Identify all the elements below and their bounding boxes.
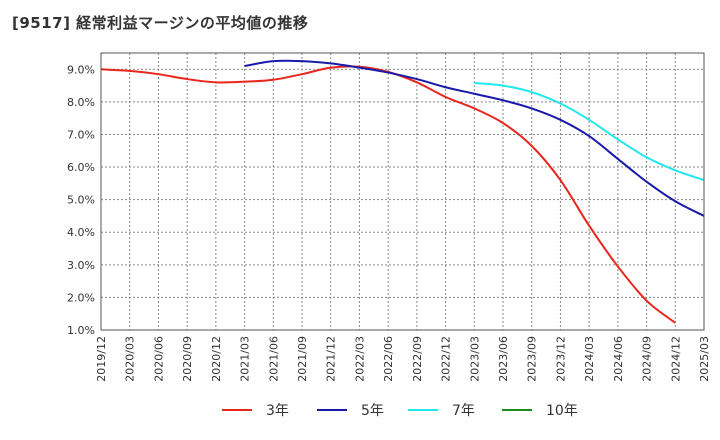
y-axis-ticks: 1.0% 2.0% 3.0% 4.0% 5.0% 6.0% 7.0% 8.0% 9.0% <box>67 63 95 337</box>
x-tick-label: 2024/03 <box>583 336 596 382</box>
legend: 3年 5年 7年 10年 <box>0 400 720 430</box>
y-tick-label: 5.0% <box>67 194 95 207</box>
y-tick-label: 9.0% <box>67 63 95 76</box>
x-tick-label: 2020/06 <box>152 336 165 382</box>
x-axis-ticks: 2019/12 2020/03 2020/06 2020/09 2020/12 2021/… <box>95 336 711 382</box>
x-tick-label: 2024/06 <box>612 336 625 382</box>
legend-swatch-3y <box>222 409 252 411</box>
series-line-1 <box>244 59 705 217</box>
x-tick-label: 2023/09 <box>526 336 539 382</box>
legend-label-7y: 7年 <box>452 403 475 419</box>
legend-item-3y: 3年 <box>222 400 289 420</box>
x-tick-label: 2020/12 <box>210 336 223 382</box>
y-tick-label: 3.0% <box>67 259 95 272</box>
legend-swatch-5y <box>317 409 347 411</box>
y-tick-label: 6.0% <box>67 161 95 174</box>
series-line-2 <box>474 81 705 182</box>
legend-item-7y: 7年 <box>408 400 475 420</box>
x-tick-label: 2023/12 <box>554 336 567 382</box>
y-tick-label: 1.0% <box>67 324 95 337</box>
x-tick-label: 2020/03 <box>124 336 137 382</box>
x-tick-label: 2019/12 <box>95 336 108 382</box>
legend-swatch-7y <box>408 409 438 411</box>
plot-area <box>100 52 705 331</box>
x-tick-label: 2023/06 <box>497 336 510 382</box>
legend-item-10y: 10年 <box>502 400 578 420</box>
x-tick-label: 2024/12 <box>669 336 682 382</box>
legend-label-3y: 3年 <box>266 403 289 419</box>
legend-swatch-10y <box>502 409 532 411</box>
series-lines <box>100 59 705 324</box>
x-tick-label: 2021/03 <box>239 336 252 382</box>
y-tick-label: 8.0% <box>67 96 95 109</box>
x-tick-label: 2020/09 <box>181 336 194 382</box>
x-tick-label: 2025/03 <box>698 336 711 382</box>
legend-label-5y: 5年 <box>361 403 384 419</box>
x-tick-label: 2022/12 <box>440 336 453 382</box>
y-tick-label: 2.0% <box>67 291 95 304</box>
x-tick-label: 2021/12 <box>325 336 338 382</box>
x-tick-label: 2022/03 <box>353 336 366 382</box>
x-tick-label: 2022/09 <box>411 336 424 382</box>
x-tick-label: 2023/03 <box>468 336 481 382</box>
x-tick-label: 2022/06 <box>382 336 395 382</box>
y-tick-label: 4.0% <box>67 226 95 239</box>
line-chart: 1.0% 2.0% 3.0% 4.0% 5.0% 6.0% 7.0% 8.0% 9.0% 201… <box>67 52 711 382</box>
legend-item-5y: 5年 <box>317 400 384 420</box>
x-tick-label: 2021/06 <box>267 336 280 382</box>
x-tick-label: 2021/09 <box>296 336 309 382</box>
legend-label-10y: 10年 <box>546 403 578 419</box>
y-tick-label: 7.0% <box>67 128 95 141</box>
chart-title: [9517] 経常利益マージンの平均値の推移 <box>12 14 309 32</box>
x-tick-label: 2024/09 <box>641 336 654 382</box>
